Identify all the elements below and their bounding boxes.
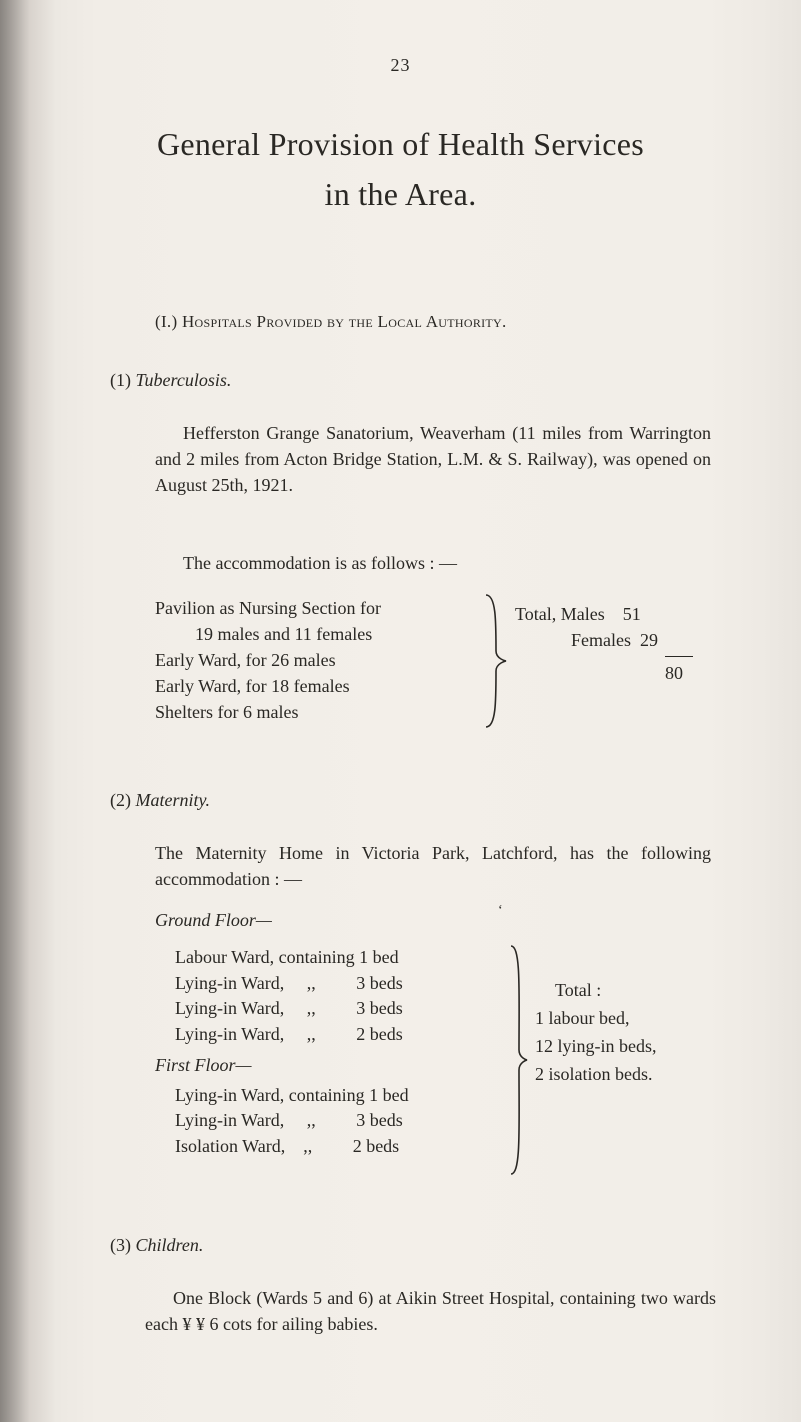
page-number: 23 — [0, 55, 801, 76]
accommodation-block: Pavilion as Nursing Section for 19 males… — [155, 595, 710, 740]
subheading-tuberculosis: (1) Tuberculosis. — [110, 370, 231, 391]
paragraph-hefferston: Hefferston Grange Sanatorium, Weaverham … — [155, 420, 711, 498]
paragraph-text: One Block (Wards 5 and 6) at Aikin Stree… — [145, 1288, 716, 1334]
acc-line: Pavilion as Nursing Section for — [155, 595, 475, 621]
acc-line: 19 males and 11 females — [155, 621, 475, 647]
subheading-label: Children. — [136, 1235, 204, 1255]
totals-males: Total, Males 51 — [515, 601, 693, 627]
paragraph-text: The Maternity Home in Victoria Park, Lat… — [155, 843, 711, 889]
accommodation-totals: Total, Males 51 Females 29 80 — [515, 601, 693, 686]
bed-line: Lying-in Ward, containing 1 bed — [175, 1083, 505, 1109]
beds-totals: Total : 1 labour bed, 12 lying-in beds, … — [535, 977, 710, 1089]
subheading-num: (1) — [110, 370, 131, 390]
acc-line: Early Ward, for 26 males — [155, 647, 475, 673]
beds-total-line: Total : — [535, 977, 710, 1005]
section-heading-hospitals: (I.) Hospitals Provided by the Local Aut… — [155, 312, 507, 332]
accommodation-lines: Pavilion as Nursing Section for 19 males… — [155, 595, 475, 725]
acc-line: Early Ward, for 18 females — [155, 673, 475, 699]
title-line-2: in the Area. — [325, 176, 477, 212]
subheading-label: Maternity. — [136, 790, 211, 810]
small-mark: ‘ — [498, 903, 503, 919]
bed-line: Lying-in Ward, ,, 3 beds — [175, 1108, 505, 1134]
acc-line: Shelters for 6 males — [155, 699, 475, 725]
page: 23 General Provision of Health Services … — [0, 0, 801, 1422]
paragraph-maternity: The Maternity Home in Victoria Park, Lat… — [155, 840, 711, 892]
paragraph-text: Hefferston Grange Sanatorium, Weaverham … — [155, 423, 711, 495]
beds-total-line: 1 labour bed, — [535, 1005, 710, 1033]
bed-line: Lying-in Ward, ,, 3 beds — [175, 996, 505, 1022]
title-line-1: General Provision of Health Services — [157, 126, 644, 162]
beds-left: Labour Ward, containing 1 bed Lying-in W… — [175, 945, 505, 1159]
subheading-maternity: (2) Maternity. — [110, 790, 210, 811]
beds-total-line: 2 isolation beds. — [535, 1061, 710, 1089]
bed-line: Lying-in Ward, ,, 3 beds — [175, 971, 505, 997]
bed-line: Labour Ward, containing 1 bed — [175, 945, 505, 971]
totals-sum: 80 — [515, 660, 693, 686]
paragraph-accommodation-intro: The accommodation is as follows : — — [155, 550, 711, 576]
first-floor-heading: First Floor— — [155, 1053, 505, 1079]
subheading-num: (2) — [110, 790, 131, 810]
totals-rule — [665, 656, 693, 657]
totals-females: Females 29 — [515, 627, 693, 653]
beds-block: Labour Ward, containing 1 bed Lying-in W… — [175, 945, 710, 1190]
page-title: General Provision of Health Services in … — [0, 120, 801, 219]
brace-icon — [480, 591, 508, 731]
bed-line: Isolation Ward, ,, 2 beds — [175, 1134, 505, 1160]
subheading-children: (3) Children. — [110, 1235, 203, 1256]
paragraph-children: One Block (Wards 5 and 6) at Aikin Stree… — [145, 1285, 716, 1337]
brace-icon — [507, 942, 529, 1178]
subheading-num: (3) — [110, 1235, 131, 1255]
ground-floor-heading: Ground Floor— — [155, 910, 272, 931]
bed-line: Lying-in Ward, ,, 2 beds — [175, 1022, 505, 1048]
paragraph-text: The accommodation is as follows : — — [183, 553, 457, 573]
beds-total-line: 12 lying-in beds, — [535, 1033, 710, 1061]
subheading-label: Tuberculosis. — [136, 370, 232, 390]
